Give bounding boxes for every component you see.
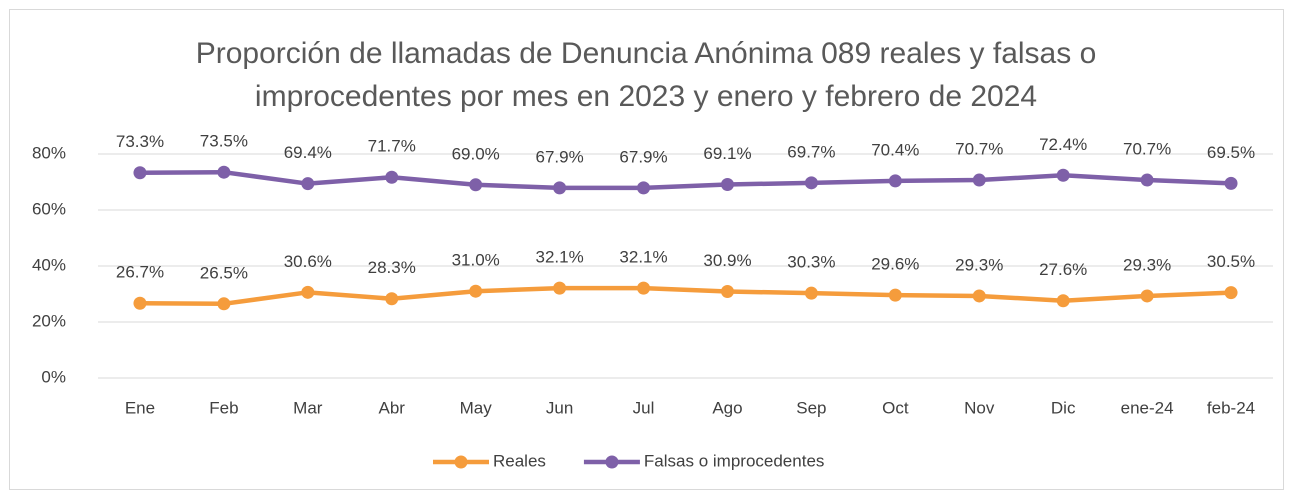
point-marker — [720, 178, 734, 192]
x-tick-label: Nov — [964, 398, 995, 417]
point-marker — [804, 176, 818, 190]
data-label: 28.3% — [368, 258, 416, 277]
point-marker — [553, 281, 567, 295]
series-line — [139, 285, 1232, 307]
chart-title: Proporción de llamadas de Denuncia Anóni… — [195, 37, 1097, 113]
point-marker — [1056, 168, 1070, 182]
data-label: 70.4% — [871, 140, 919, 159]
point-marker — [888, 288, 902, 302]
data-label: 26.7% — [116, 263, 164, 282]
x-tick-label: Sep — [796, 398, 826, 417]
point-marker — [217, 165, 231, 179]
point-marker — [1224, 286, 1238, 300]
data-label: 27.6% — [1039, 260, 1087, 279]
point-marker — [385, 292, 399, 306]
point-marker — [133, 166, 147, 180]
legend-label: Reales — [493, 451, 546, 470]
point-marker — [720, 284, 734, 298]
point-marker — [385, 170, 399, 184]
data-label: 69.4% — [284, 143, 332, 162]
legend-marker — [605, 455, 619, 469]
x-tick-label: May — [460, 398, 493, 417]
x-tick-label: Abr — [379, 398, 406, 417]
data-label: 69.0% — [452, 144, 500, 163]
x-tick-label: Jul — [633, 398, 655, 417]
data-label: 30.3% — [787, 253, 835, 272]
legend-label: Falsas o improcedentes — [644, 451, 824, 470]
data-label: 29.3% — [955, 255, 1003, 274]
data-label: 69.1% — [703, 144, 751, 163]
data-label: 26.5% — [200, 263, 248, 282]
data-label: 73.3% — [116, 132, 164, 151]
data-label: 67.9% — [536, 147, 584, 166]
point-marker — [888, 174, 902, 188]
x-tick-label: Mar — [293, 398, 323, 417]
data-label: 32.1% — [536, 248, 584, 267]
data-label: 67.9% — [619, 147, 667, 166]
x-tick-label: feb-24 — [1207, 398, 1255, 417]
x-tick-label: Jun — [546, 398, 573, 417]
y-tick-label: 40% — [32, 255, 66, 274]
data-label: 29.6% — [871, 255, 919, 274]
point-marker — [972, 173, 986, 187]
point-marker — [301, 177, 315, 191]
point-marker — [217, 297, 231, 311]
point-marker — [1140, 289, 1154, 303]
x-tick-label: Oct — [882, 398, 909, 417]
point-marker — [469, 284, 483, 298]
data-label: 72.4% — [1039, 135, 1087, 154]
point-marker — [972, 289, 986, 303]
data-label: 69.5% — [1207, 143, 1255, 162]
data-label: 29.3% — [1123, 255, 1171, 274]
data-label: 30.6% — [284, 252, 332, 271]
x-tick-label: ene-24 — [1121, 398, 1174, 417]
x-tick-label: Dic — [1051, 398, 1076, 417]
point-marker — [637, 181, 651, 195]
data-label: 69.7% — [787, 142, 835, 161]
point-marker — [553, 181, 567, 195]
x-tick-label: Ago — [712, 398, 742, 417]
data-label: 31.0% — [452, 251, 500, 270]
data-label: 71.7% — [368, 137, 416, 156]
point-marker — [469, 178, 483, 192]
data-label: 30.5% — [1207, 252, 1255, 271]
point-marker — [804, 286, 818, 300]
legend-marker — [454, 455, 468, 469]
point-marker — [637, 281, 651, 295]
data-label: 70.7% — [955, 140, 1003, 159]
point-marker — [1224, 176, 1238, 190]
y-tick-label: 80% — [32, 143, 66, 162]
point-marker — [133, 296, 147, 310]
point-marker — [301, 285, 315, 299]
data-label: 30.9% — [703, 251, 751, 270]
data-label: 32.1% — [619, 248, 667, 267]
series-line — [139, 169, 1232, 191]
x-tick-label: Ene — [125, 398, 155, 417]
y-tick-label: 0% — [41, 367, 66, 386]
y-tick-label: 60% — [32, 199, 66, 218]
chart-frame — [9, 9, 1284, 490]
data-label: 70.7% — [1123, 140, 1171, 159]
point-marker — [1056, 294, 1070, 308]
point-marker — [1140, 173, 1154, 187]
x-tick-label: Feb — [209, 398, 238, 417]
y-tick-label: 20% — [32, 311, 66, 330]
data-label: 73.5% — [200, 132, 248, 151]
